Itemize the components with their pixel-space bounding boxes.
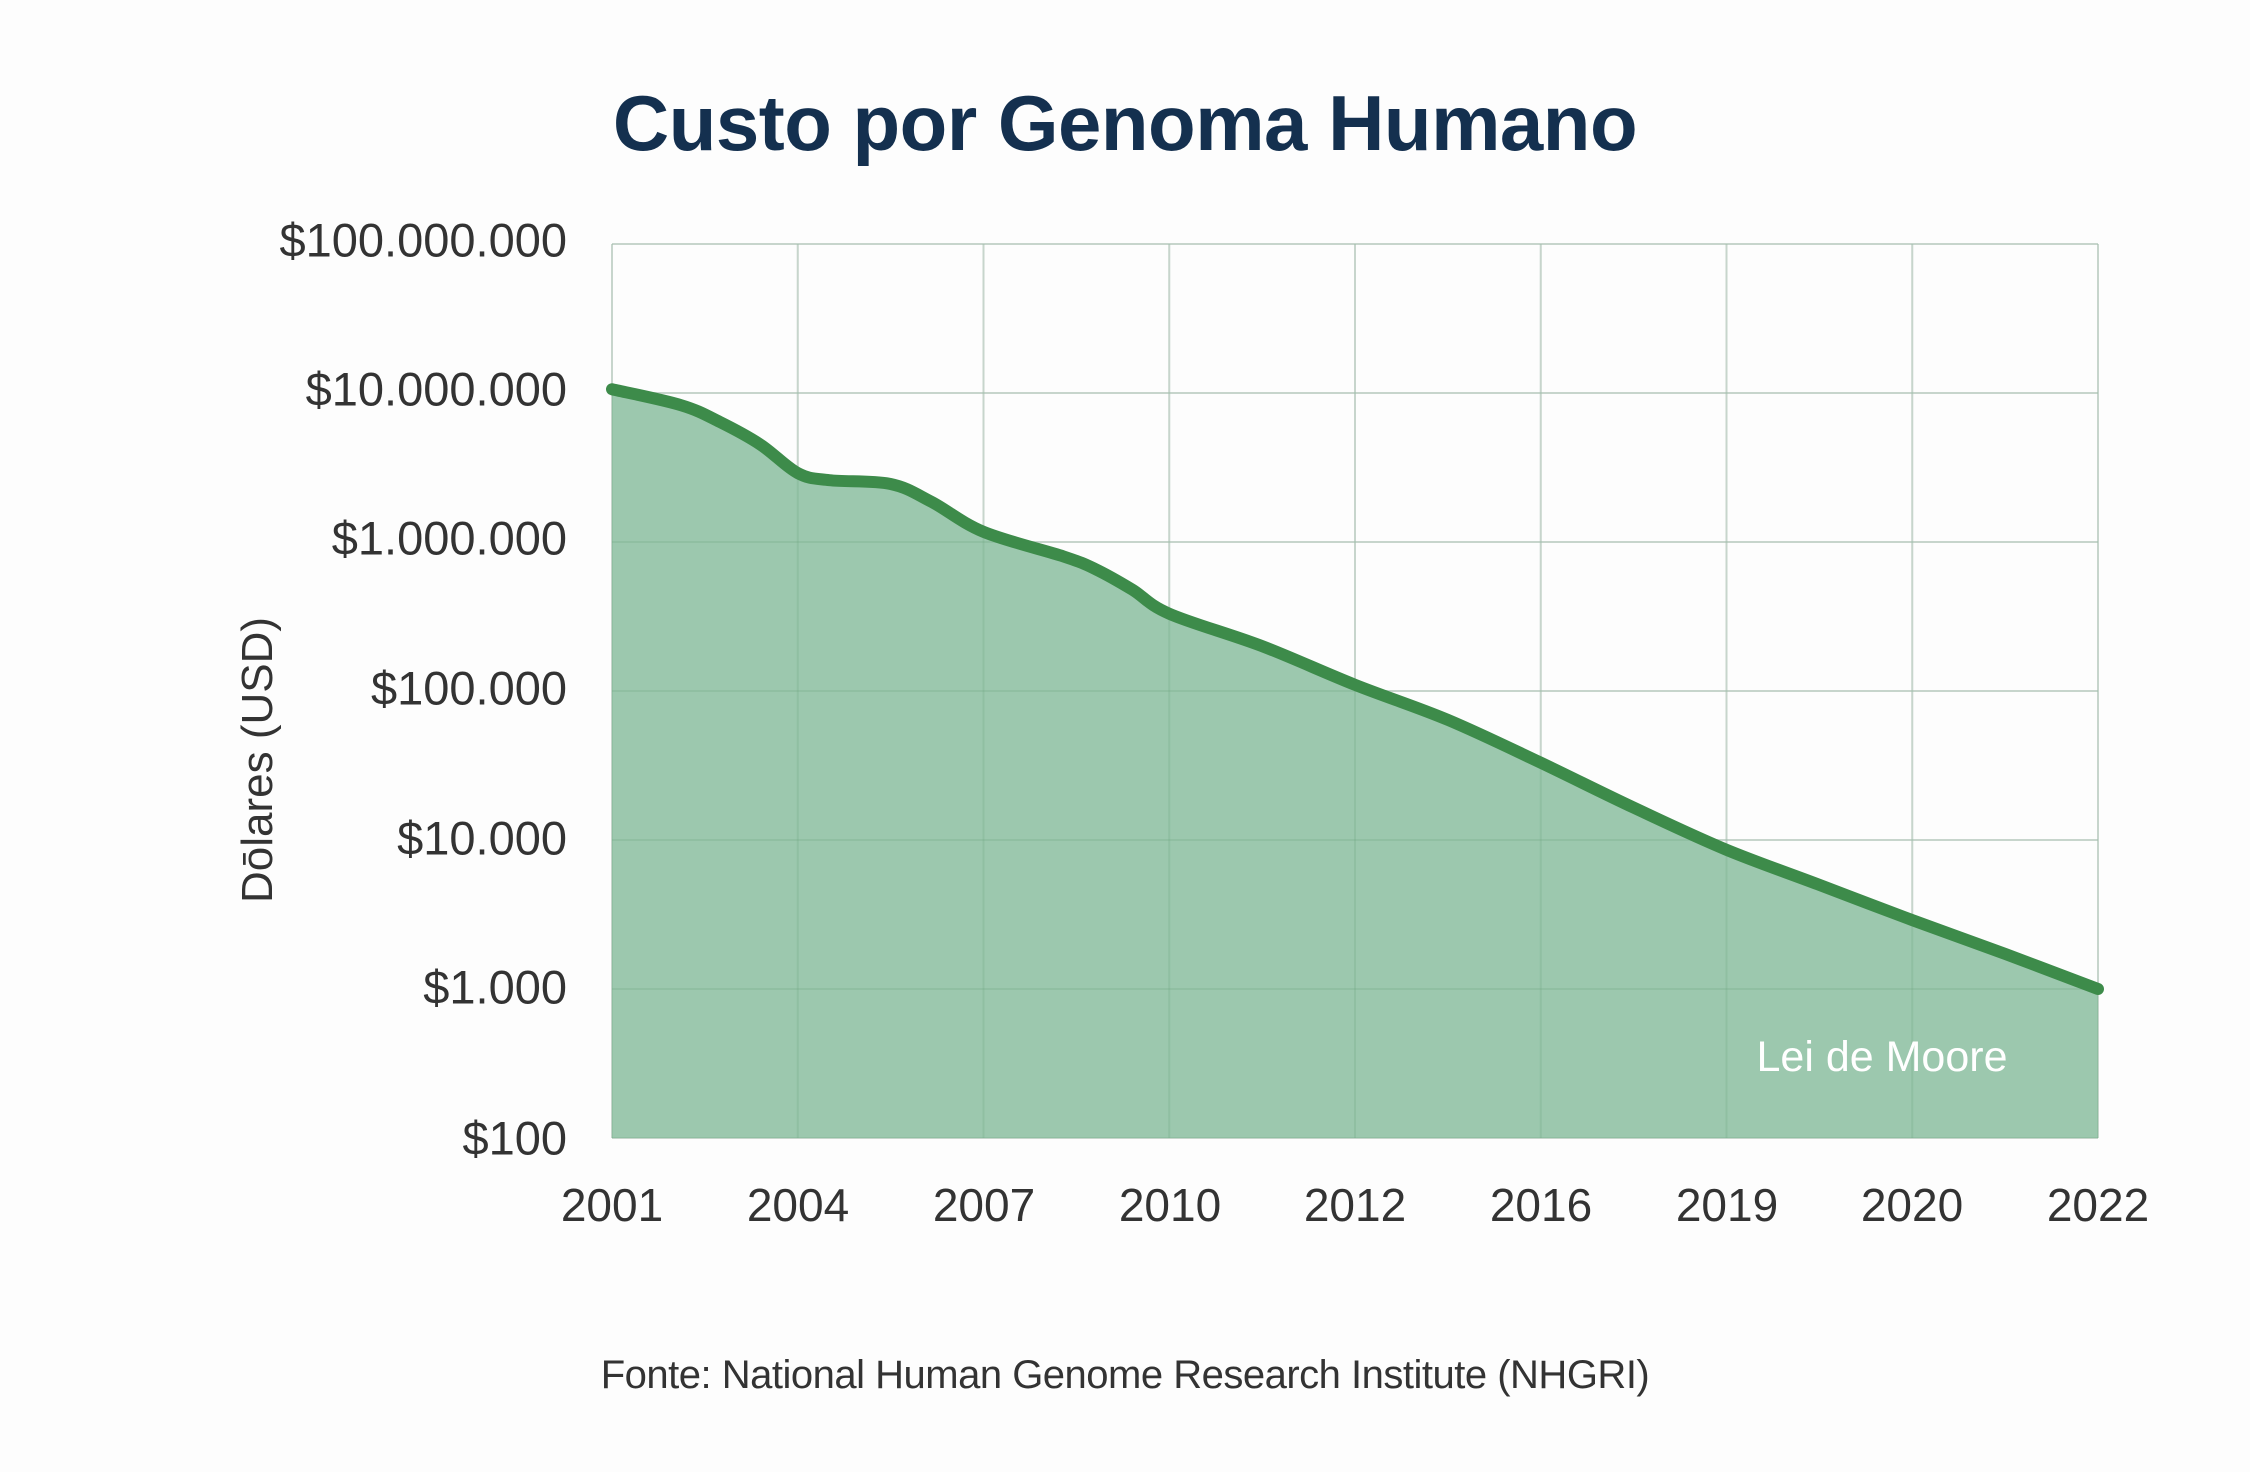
x-tick-label: 2016 xyxy=(1489,1179,1593,1231)
chart-title: Custo por Genoma Humano xyxy=(612,79,1638,167)
y-tick-label: $1.000.000 xyxy=(331,511,567,565)
cost-line xyxy=(606,383,2104,995)
source-caption: Fonte: National Human Genome Research In… xyxy=(600,1353,1650,1397)
x-tick-label: 2007 xyxy=(932,1179,1036,1231)
y-tick-label: $100 xyxy=(462,1111,567,1165)
x-tick-label: 2001 xyxy=(560,1179,664,1231)
moores-law-annotation: Lei de Moore xyxy=(1757,1033,2008,1081)
x-tick-label: 2020 xyxy=(1860,1179,1964,1231)
x-tick-label: 2019 xyxy=(1675,1179,1779,1231)
y-tick-label: $100.000.000 xyxy=(279,213,567,267)
y-tick-label: $10.000 xyxy=(397,811,567,865)
x-tick-label: 2010 xyxy=(1118,1179,1222,1231)
x-tick-label: 2004 xyxy=(746,1179,850,1231)
y-tick-label: $100.000 xyxy=(370,661,567,715)
y-tick-label: $10.000.000 xyxy=(305,362,567,416)
y-tick-label: $1.000 xyxy=(423,960,567,1014)
x-tick-label: 2022 xyxy=(2046,1179,2150,1231)
area-fill xyxy=(612,389,2098,1138)
x-tick-label: 2012 xyxy=(1303,1179,1407,1231)
